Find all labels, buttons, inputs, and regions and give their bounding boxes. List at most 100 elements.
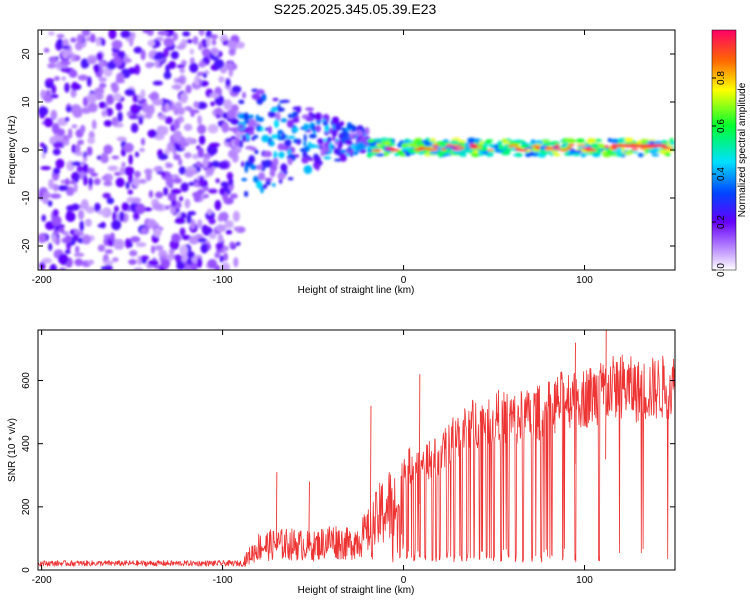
heatmap-cell bbox=[282, 146, 290, 151]
heatmap-cell bbox=[112, 93, 122, 101]
heatmap-cell bbox=[339, 120, 345, 127]
heatmap-cell bbox=[565, 146, 573, 150]
heatmap-cell bbox=[552, 153, 561, 157]
heatmap-cell bbox=[128, 172, 133, 184]
heatmap-cell bbox=[85, 206, 96, 214]
heatmap-cell bbox=[218, 211, 229, 222]
heatmap-cell bbox=[668, 141, 675, 146]
heatmap-cell bbox=[98, 58, 104, 70]
heatmap-cell bbox=[77, 74, 89, 81]
heatmap-cell bbox=[39, 261, 46, 270]
heatmap-cell bbox=[287, 177, 294, 181]
heatmap-cell bbox=[296, 105, 301, 114]
heatmap-cell bbox=[179, 67, 185, 74]
heatmap-cell bbox=[83, 175, 88, 186]
heatmap-cell bbox=[164, 116, 173, 125]
heatmap-cell bbox=[152, 167, 164, 172]
heatmap-cell bbox=[277, 172, 286, 180]
heatmap-cell bbox=[71, 144, 77, 154]
heatmap-cell bbox=[471, 152, 480, 158]
heatmap-cell bbox=[296, 140, 301, 145]
heatmap-cell bbox=[256, 164, 263, 171]
heatmap-cell bbox=[184, 106, 193, 111]
heatmap-cell bbox=[67, 128, 73, 139]
heatmap-cell bbox=[150, 245, 156, 254]
heatmap-cell bbox=[170, 174, 180, 179]
heatmap-cell bbox=[68, 69, 78, 78]
heatmap-cell bbox=[43, 47, 50, 53]
heatmap-cell bbox=[112, 257, 119, 263]
heatmap-cell bbox=[221, 262, 231, 270]
heatmap-cell bbox=[87, 259, 95, 265]
heatmap-cell bbox=[59, 227, 65, 233]
heatmap-cell bbox=[82, 163, 89, 174]
heatmap-cell bbox=[180, 253, 188, 263]
heatmap-cell bbox=[73, 172, 80, 183]
heatmap-cell bbox=[61, 49, 70, 59]
heatmap-cell bbox=[196, 219, 203, 229]
heatmap-cell bbox=[214, 107, 223, 115]
heatmap-cell bbox=[180, 182, 189, 192]
heatmap-cell bbox=[114, 171, 122, 176]
heatmap-cell bbox=[554, 147, 562, 150]
heatmap-cell bbox=[380, 140, 387, 144]
x-tick-label: 100 bbox=[576, 275, 593, 286]
heatmap-cell bbox=[272, 157, 279, 167]
x-tick-label: -100 bbox=[213, 275, 233, 286]
heatmap-cell bbox=[77, 139, 85, 145]
heatmap-cell bbox=[322, 118, 327, 123]
heatmap-cell bbox=[207, 258, 218, 269]
heatmap-cell bbox=[547, 146, 555, 150]
heatmap-cell bbox=[213, 59, 225, 69]
heatmap-cell bbox=[51, 122, 60, 134]
heatmap-cell bbox=[629, 149, 634, 153]
y-tick-label: 200 bbox=[21, 498, 32, 515]
heatmap-cell bbox=[658, 149, 667, 154]
heatmap-cell bbox=[106, 94, 115, 105]
heatmap-cell bbox=[515, 147, 520, 150]
heatmap-cell bbox=[205, 168, 215, 174]
heatmap-cell bbox=[87, 136, 95, 145]
heatmap-cell bbox=[217, 233, 224, 244]
y-tick-label: 0 bbox=[21, 567, 32, 573]
heatmap-cell bbox=[209, 92, 220, 99]
heatmap-cell bbox=[80, 60, 88, 69]
heatmap-cell bbox=[463, 148, 474, 153]
heatmap-cell bbox=[75, 245, 80, 254]
heatmap-cell bbox=[228, 48, 236, 56]
heatmap-cell bbox=[611, 147, 618, 150]
heatmap-cell bbox=[51, 234, 57, 244]
heatmap-cell bbox=[77, 209, 85, 220]
heatmap-cell bbox=[102, 192, 111, 199]
heatmap-cell bbox=[639, 147, 648, 150]
heatmap-cell bbox=[469, 139, 474, 145]
heatmap-cell bbox=[42, 191, 51, 199]
heatmap-cell bbox=[147, 129, 158, 138]
heatmap-cell bbox=[572, 153, 581, 157]
heatmap-cell bbox=[88, 177, 93, 187]
heatmap-cell bbox=[327, 136, 332, 143]
heatmap-cell bbox=[276, 107, 285, 112]
heatmap-cell bbox=[408, 140, 414, 144]
heatmap-cell bbox=[103, 264, 113, 270]
heatmap-cell bbox=[51, 84, 57, 95]
heatmap-cell bbox=[576, 143, 586, 147]
heatmap-cell bbox=[172, 32, 179, 41]
heatmap-cell bbox=[106, 197, 115, 205]
heatmap-cell bbox=[197, 115, 203, 125]
heatmap-cell bbox=[86, 146, 93, 156]
colorbar-gradient bbox=[711, 29, 737, 271]
heatmap-cell bbox=[140, 89, 146, 99]
heatmap-cell bbox=[94, 202, 101, 213]
heatmap-cell bbox=[60, 179, 67, 184]
y-tick-label: 10 bbox=[21, 96, 32, 108]
heatmap-cell bbox=[238, 124, 244, 129]
heatmap-cell bbox=[49, 263, 58, 270]
heatmap-cell bbox=[65, 106, 72, 112]
snr-y-label: SNR (10 * v/v) bbox=[7, 418, 18, 482]
colorbar-tick-label: 0.0 bbox=[716, 263, 727, 277]
heatmap-cell bbox=[535, 147, 540, 150]
heatmap-cell bbox=[100, 266, 106, 270]
heatmap-cell bbox=[165, 176, 174, 188]
heatmap-cell bbox=[109, 232, 115, 241]
